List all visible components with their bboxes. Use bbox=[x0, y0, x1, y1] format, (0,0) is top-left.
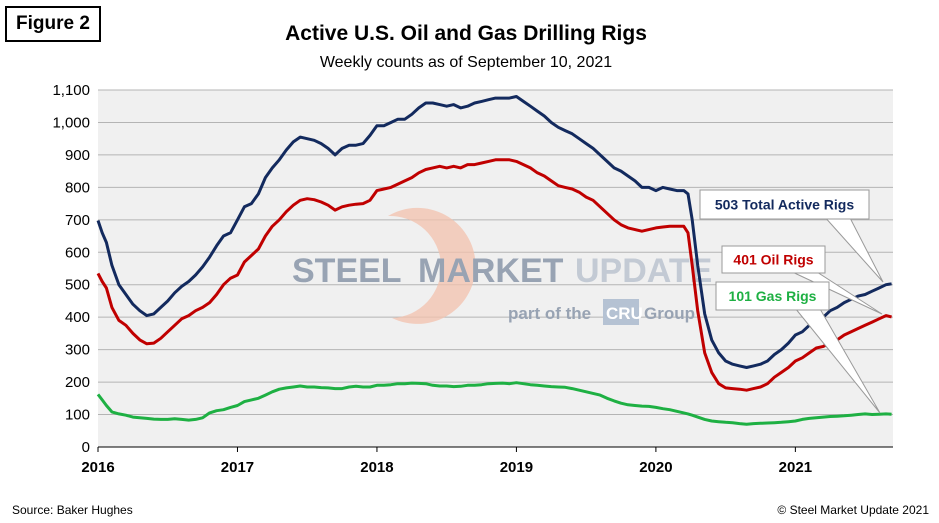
callout-label: 503 Total Active Rigs bbox=[715, 197, 854, 213]
series-line-total bbox=[96, 95, 892, 369]
callout-box bbox=[699, 189, 870, 220]
gridlines bbox=[98, 89, 893, 416]
y-tick-label: 1,000 bbox=[52, 114, 90, 131]
y-axis-ticks: 0 100 200 300 400 500 600 700 800 900 1,000 1,100 bbox=[52, 82, 90, 456]
y-tick-label: 500 bbox=[65, 277, 90, 294]
x-axis-ticks: 2016 2017 2018 2019 2020 2021 bbox=[81, 447, 812, 476]
y-tick-label: 600 bbox=[65, 244, 90, 261]
watermark-market: MARKET bbox=[418, 252, 564, 290]
callout-box bbox=[715, 281, 830, 311]
series-lines bbox=[96, 95, 892, 426]
x-tick-label: 2020 bbox=[639, 459, 672, 476]
x-tick-label: 2021 bbox=[779, 459, 812, 476]
watermark-group: Group bbox=[644, 304, 695, 323]
callout-label: 101 Gas Rigs bbox=[729, 288, 817, 304]
callout-box bbox=[721, 245, 826, 274]
y-tick-label: 100 bbox=[65, 407, 90, 424]
y-tick-label: 900 bbox=[65, 147, 90, 164]
x-tick-label: 2017 bbox=[221, 459, 254, 476]
watermark-update: UPDATE bbox=[575, 252, 712, 290]
figure-label: Figure 2 bbox=[5, 6, 101, 42]
y-tick-label: 700 bbox=[65, 212, 90, 229]
watermark-swoosh bbox=[388, 207, 476, 324]
watermark-part-of: part of the bbox=[508, 304, 591, 323]
chart-title: Active U.S. Oil and Gas Drilling Rigs bbox=[285, 22, 647, 45]
watermark: STEEL MARKET UPDATE part of the CRU Grou… bbox=[292, 207, 712, 325]
chart-subtitle: Weekly counts as of September 10, 2021 bbox=[319, 54, 613, 71]
x-tick-label: 2018 bbox=[360, 459, 393, 476]
callouts: 503 Total Active Rigs 401 Oil Rigs 101 Gas… bbox=[699, 189, 884, 414]
copyright-note: © Steel Market Update 2021 bbox=[777, 503, 929, 517]
callout-gas: 101 Gas Rigs bbox=[715, 281, 881, 414]
x-tick-label: 2016 bbox=[81, 459, 114, 476]
series-line-oil bbox=[96, 158, 892, 392]
callout-total: 503 Total Active Rigs bbox=[699, 189, 884, 283]
y-tick-label: 400 bbox=[65, 309, 90, 326]
y-tick-label: 1,100 bbox=[52, 82, 90, 99]
watermark-steel: STEEL bbox=[292, 252, 402, 290]
source-note: Source: Baker Hughes bbox=[12, 503, 133, 517]
callout-oil: 401 Oil Rigs bbox=[721, 245, 883, 315]
y-tick-label: 0 bbox=[82, 439, 90, 456]
y-tick-label: 200 bbox=[65, 374, 90, 391]
x-tick-label: 2019 bbox=[500, 459, 533, 476]
y-tick-label: 300 bbox=[65, 342, 90, 359]
callout-label: 401 Oil Rigs bbox=[733, 252, 813, 268]
series-line-gas bbox=[96, 381, 892, 426]
watermark-cru: CRU bbox=[606, 304, 643, 323]
watermark-cru-box bbox=[603, 299, 639, 325]
y-tick-label: 800 bbox=[65, 179, 90, 196]
